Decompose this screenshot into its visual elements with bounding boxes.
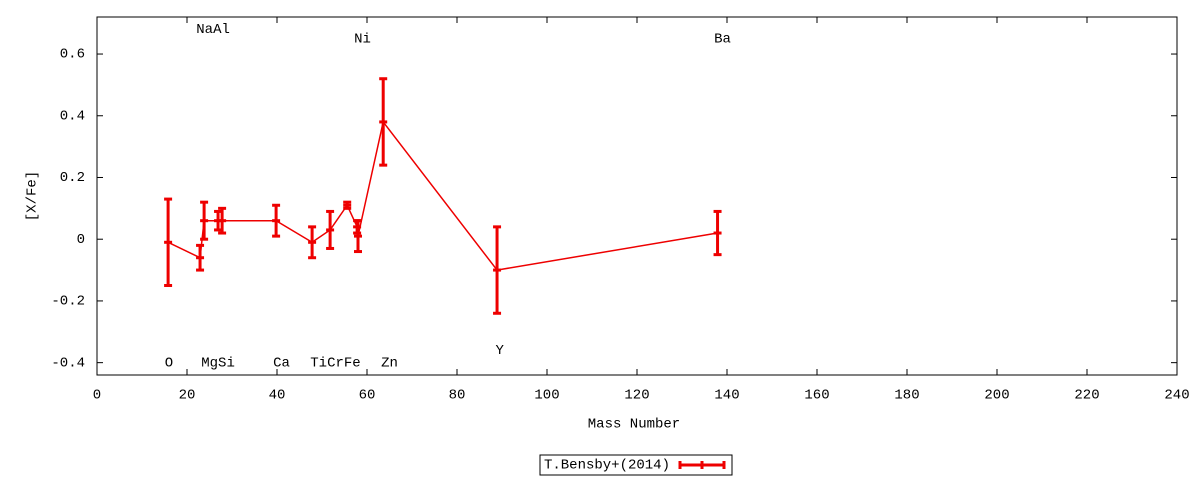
error-bar	[493, 225, 502, 315]
annotation: Ni	[354, 31, 371, 47]
annotation: TiCrFe	[310, 355, 360, 371]
error-bar	[379, 77, 388, 167]
error-bar	[196, 243, 205, 272]
annotation: MgSi	[201, 355, 235, 371]
x-tick-label: 40	[269, 388, 286, 404]
annotation: Ba	[714, 31, 731, 47]
error-bar	[343, 200, 352, 210]
x-tick-label: 0	[93, 388, 101, 404]
error-bar	[272, 203, 281, 238]
plot-frame	[96, 16, 1178, 376]
annotation: Y	[496, 343, 505, 359]
legend-box	[539, 454, 733, 476]
error-bar	[200, 200, 209, 241]
x-tick-label: 120	[624, 388, 649, 404]
error-bar	[164, 197, 173, 287]
annotation: O	[165, 355, 173, 371]
series-line	[167, 120, 718, 271]
x-tick-label: 80	[449, 388, 466, 404]
x-tick-label: 180	[894, 388, 919, 404]
x-tick-label: 160	[804, 388, 829, 404]
x-tick-label: 140	[714, 388, 739, 404]
y-tick-label: -0.4	[51, 355, 85, 371]
x-tick-label: 20	[179, 388, 196, 404]
x-tick-label: 60	[359, 388, 376, 404]
y-tick-label: 0.6	[60, 47, 85, 63]
error-bar	[218, 206, 227, 235]
error-bar	[713, 209, 722, 257]
x-tick-label: 240	[1164, 388, 1189, 404]
y-tick-label: 0.4	[60, 108, 85, 124]
y-axis-label: [X/Fe]	[25, 171, 41, 221]
x-tick-label: 200	[984, 388, 1009, 404]
x-axis-label: Mass Number	[588, 417, 680, 433]
annotation: Zn	[381, 355, 398, 371]
annotation: NaAl	[196, 22, 230, 38]
legend-label: T.Bensby+(2014)	[544, 458, 670, 474]
y-tick-label: 0	[77, 232, 85, 248]
error-bar	[308, 225, 317, 260]
y-tick-label: -0.2	[51, 294, 85, 310]
x-tick-label: 220	[1074, 388, 1099, 404]
error-bar	[354, 219, 362, 254]
y-tick-label: 0.2	[60, 170, 85, 186]
x-tick-label: 100	[534, 388, 559, 404]
annotation: Ca	[273, 355, 290, 371]
error-bar	[326, 209, 335, 250]
